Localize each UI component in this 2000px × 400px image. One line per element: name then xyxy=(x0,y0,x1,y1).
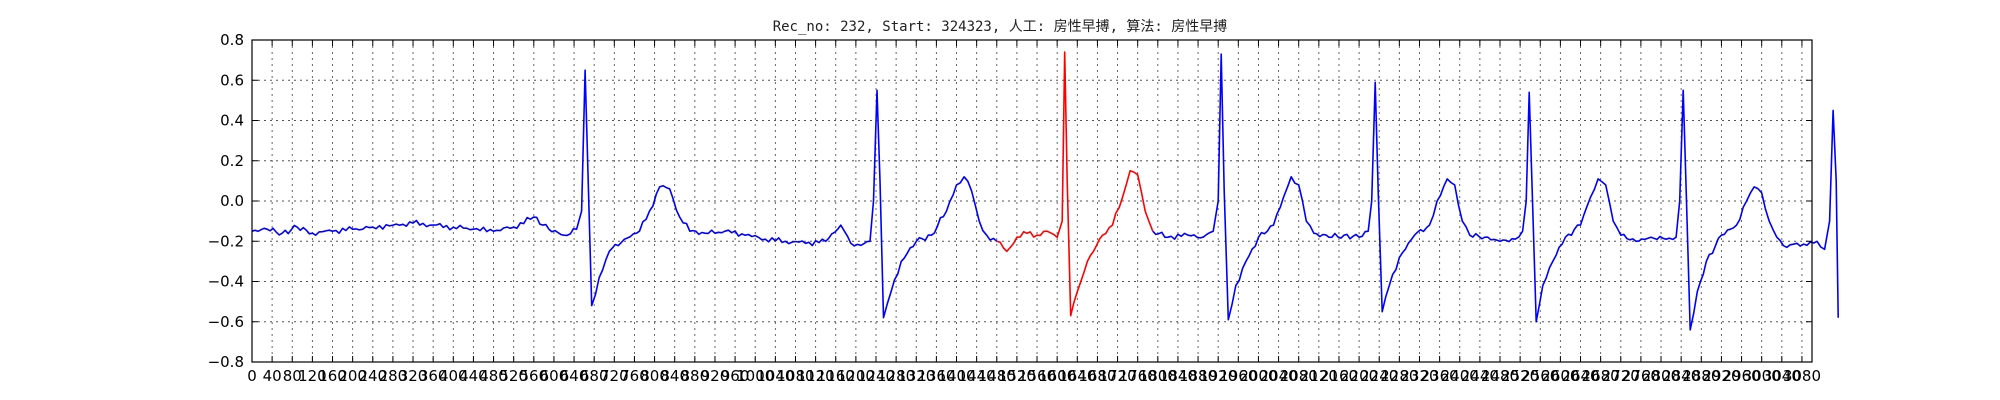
x-tick-label: 1240 xyxy=(857,367,895,385)
x-tick-label: 320 xyxy=(399,367,428,385)
x-tick-label: 3080 xyxy=(1783,367,1821,385)
x-tick-label: 1840 xyxy=(1159,367,1197,385)
x-tick-label: 1200 xyxy=(837,367,875,385)
x-tick-label: 2560 xyxy=(1521,367,1559,385)
x-tick-label: 1880 xyxy=(1179,367,1217,385)
x-tick-label: 1960 xyxy=(1219,367,1257,385)
x-tick-label: 1360 xyxy=(917,367,955,385)
x-tick-label: 200 xyxy=(338,367,367,385)
chart-title: Rec_no: 232, Start: 324323, 人工: 房性早搏, 算法… xyxy=(773,18,1228,35)
x-tick-label: 2240 xyxy=(1360,367,1398,385)
x-tick-label: 1640 xyxy=(1058,367,1096,385)
x-tick-label: 1480 xyxy=(978,367,1016,385)
x-tick-label: 3040 xyxy=(1763,367,1801,385)
x-tick-label: 280 xyxy=(379,367,408,385)
x-tick-label: 2440 xyxy=(1461,367,1499,385)
x-tick-label: 480 xyxy=(479,367,508,385)
x-tick-label: 2160 xyxy=(1320,367,1358,385)
x-tick-label: 1000 xyxy=(736,367,774,385)
y-tick-label: −0.4 xyxy=(208,273,244,291)
x-tick-label: 880 xyxy=(681,367,710,385)
x-tick-label: 2800 xyxy=(1642,367,1680,385)
x-tick-label: 2840 xyxy=(1662,367,1700,385)
x-tick-label: 1920 xyxy=(1199,367,1237,385)
x-tick-label: 2080 xyxy=(1280,367,1318,385)
x-tick-label: 400 xyxy=(439,367,468,385)
x-tick-label: 2920 xyxy=(1702,367,1740,385)
x-tick-label: 560 xyxy=(519,367,548,385)
x-tick-label: 640 xyxy=(560,367,589,385)
x-tick-label: 1160 xyxy=(817,367,855,385)
y-tick-label: −0.8 xyxy=(208,353,244,371)
x-tick-label: 2200 xyxy=(1340,367,1378,385)
x-tick-label: 2360 xyxy=(1421,367,1459,385)
x-tick-label: 2040 xyxy=(1259,367,1297,385)
x-tick-label: 240 xyxy=(358,367,387,385)
x-tick-label: 680 xyxy=(580,367,609,385)
x-tick-label: 1680 xyxy=(1078,367,1116,385)
x-tick-label: 1600 xyxy=(1038,367,1076,385)
x-tick-label: 760 xyxy=(620,367,649,385)
x-tick-label: 1560 xyxy=(1018,367,1056,385)
x-tick-label: 1800 xyxy=(1139,367,1177,385)
x-tick-label: 2760 xyxy=(1622,367,1660,385)
x-tick-label: 1760 xyxy=(1119,367,1157,385)
x-tick-label: 2480 xyxy=(1481,367,1519,385)
grid xyxy=(252,40,1812,362)
y-tick-label: 0.0 xyxy=(220,192,244,210)
x-tick-label: 160 xyxy=(318,367,347,385)
x-tick-label: 2680 xyxy=(1582,367,1620,385)
x-tick-label: 2960 xyxy=(1722,367,1760,385)
x-tick-label: 2120 xyxy=(1300,367,1338,385)
x-tick-label: 120 xyxy=(298,367,327,385)
x-tick-label: 440 xyxy=(459,367,488,385)
x-tick-label: 2280 xyxy=(1380,367,1418,385)
x-tick-label: 920 xyxy=(701,367,730,385)
ecg-trace-pre xyxy=(251,69,998,319)
ecg-trace-post xyxy=(1152,53,1839,331)
x-tick-label: 1080 xyxy=(776,367,814,385)
series-layer xyxy=(251,51,1839,331)
y-axis: −0.8 −0.6 −0.4 −0.2 0.0 0.2 0.4 0.6 0.8 xyxy=(208,31,1812,371)
x-tick-label: 80 xyxy=(283,367,302,385)
x-tick-label: 2640 xyxy=(1561,367,1599,385)
x-tick-label: 1040 xyxy=(756,367,794,385)
x-tick-label: 2520 xyxy=(1501,367,1539,385)
y-tick-label: 0.2 xyxy=(220,152,244,170)
ecg-trace-premature xyxy=(996,51,1154,317)
x-tick-label: 40 xyxy=(263,367,282,385)
x-tick-label: 2400 xyxy=(1441,367,1479,385)
x-tick-label: 3000 xyxy=(1743,367,1781,385)
x-tick-label: 2600 xyxy=(1541,367,1579,385)
x-tick-label: 1400 xyxy=(937,367,975,385)
x-tick-label: 520 xyxy=(499,367,528,385)
x-tick-label: 2880 xyxy=(1682,367,1720,385)
x-tick-label: 360 xyxy=(419,367,448,385)
x-tick-label: 840 xyxy=(660,367,689,385)
x-tick-label: 1720 xyxy=(1098,367,1136,385)
y-tick-label: 0.4 xyxy=(220,112,244,130)
x-tick-label: 960 xyxy=(721,367,750,385)
x-tick-label: 1440 xyxy=(958,367,996,385)
x-tick-label: 800 xyxy=(640,367,669,385)
x-tick-label: 2720 xyxy=(1602,367,1640,385)
x-tick-label: 1320 xyxy=(897,367,935,385)
x-tick-label: 2000 xyxy=(1239,367,1277,385)
y-tick-label: −0.6 xyxy=(208,313,244,331)
x-tick-label: 720 xyxy=(600,367,629,385)
x-tick-label: 1120 xyxy=(797,367,835,385)
x-tick-label: 0 xyxy=(247,367,257,385)
x-tick-label: 1280 xyxy=(877,367,915,385)
x-axis: 0 40 8012016020024028032036040044048052056… xyxy=(247,40,1821,385)
x-tick-label: 600 xyxy=(540,367,569,385)
x-tick-label: 2320 xyxy=(1400,367,1438,385)
y-tick-label: −0.2 xyxy=(208,232,244,250)
y-tick-label: 0.6 xyxy=(220,71,244,89)
y-tick-label: 0.8 xyxy=(220,31,244,49)
x-tick-label: 1520 xyxy=(998,367,1036,385)
